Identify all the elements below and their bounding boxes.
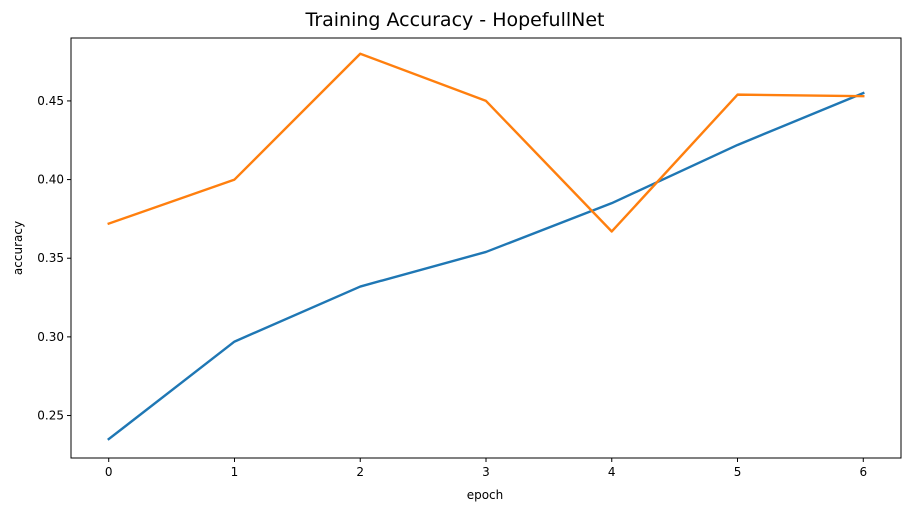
series-line-1 bbox=[107, 91, 865, 441]
x-tick-label: 4 bbox=[608, 465, 616, 479]
y-tick-label: 0.45 bbox=[37, 94, 64, 108]
y-tick-label: 0.25 bbox=[37, 409, 64, 423]
series-line-2 bbox=[107, 52, 865, 233]
y-axis-label: accuracy bbox=[11, 221, 25, 275]
x-tick-label: 5 bbox=[734, 465, 742, 479]
x-axis-label: epoch bbox=[467, 488, 504, 502]
y-tick-label: 0.30 bbox=[37, 330, 64, 344]
plot-area: 0 1 2 3 4 5 6 0.25 0.30 0.35 0.40 0.45 bbox=[37, 37, 902, 479]
x-tick-label: 6 bbox=[859, 465, 867, 479]
y-tick-label: 0.40 bbox=[37, 173, 64, 187]
x-tick-label: 1 bbox=[231, 465, 239, 479]
x-tick-label: 0 bbox=[105, 465, 113, 479]
chart-title: Training Accuracy - HopefullNet bbox=[305, 9, 605, 31]
x-tick-label: 3 bbox=[482, 465, 490, 479]
x-tick-label: 2 bbox=[356, 465, 364, 479]
y-tick-label: 0.35 bbox=[37, 251, 64, 265]
